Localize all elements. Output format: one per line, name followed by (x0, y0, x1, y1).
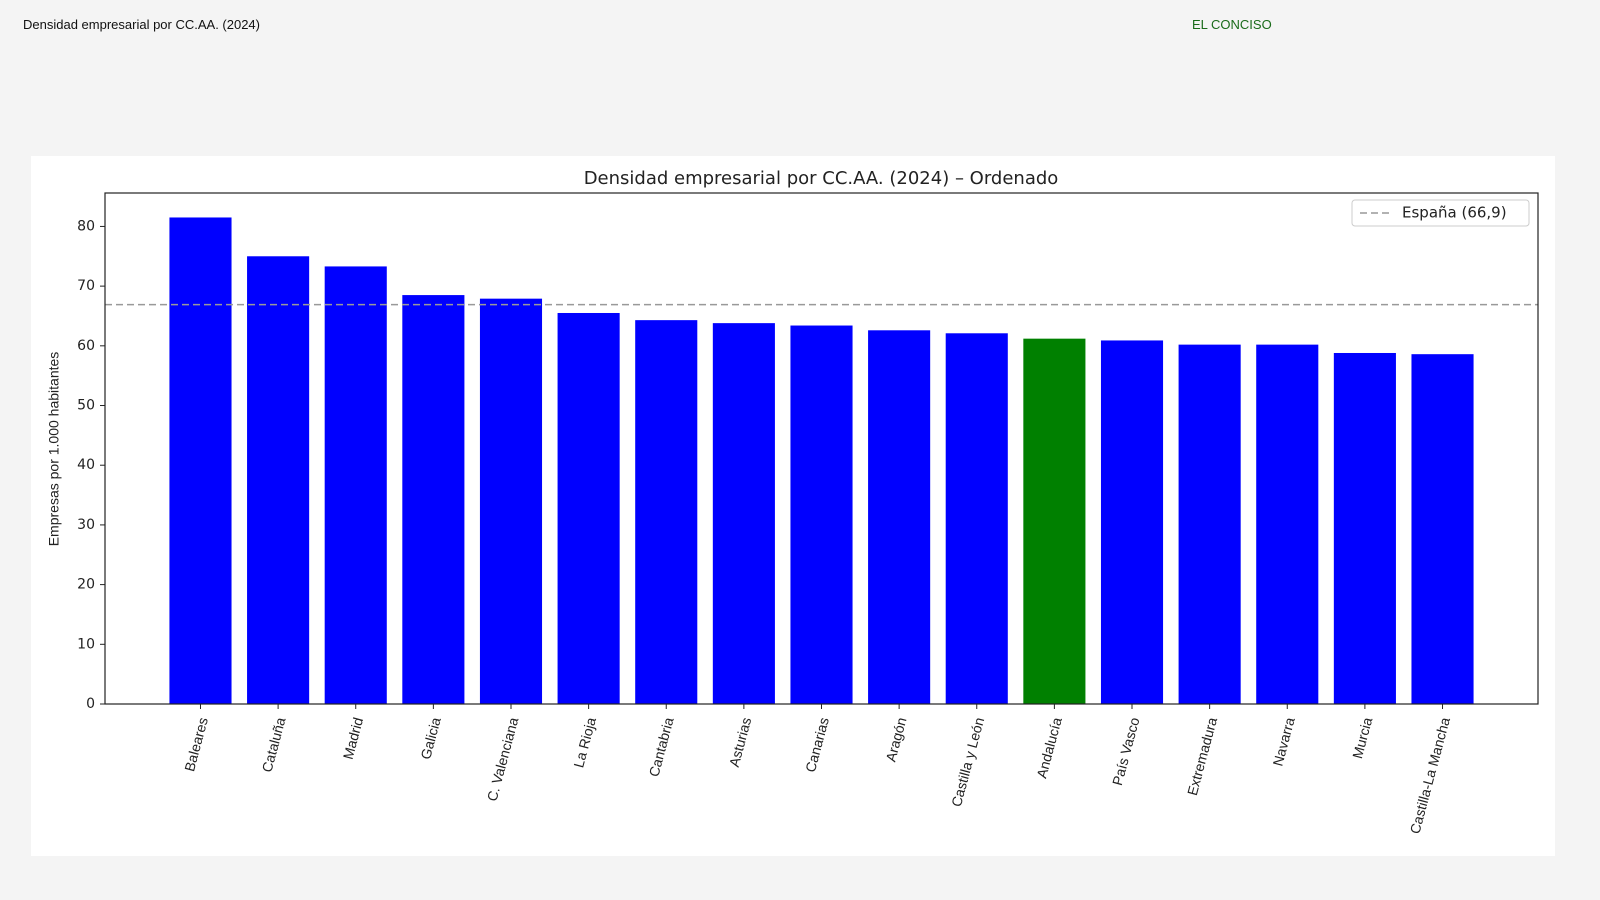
bar (868, 330, 931, 704)
bar (479, 298, 543, 704)
bar (1333, 352, 1396, 704)
y-tick-label: 0 (86, 696, 95, 712)
bar (790, 325, 853, 704)
bar (169, 217, 232, 704)
bar (945, 333, 1008, 704)
bar (1178, 344, 1241, 704)
legend-label: España (66,9) (1402, 204, 1507, 222)
bar (1411, 354, 1474, 704)
y-tick-label: 10 (77, 636, 95, 652)
bar (402, 295, 465, 704)
bar (324, 266, 387, 704)
bar (1100, 340, 1164, 704)
y-tick-label: 20 (77, 577, 95, 593)
bar (557, 312, 620, 704)
y-tick-label: 70 (77, 278, 95, 294)
bar (712, 323, 775, 704)
axes-frame (104, 192, 1539, 705)
chart-title: Densidad empresarial por CC.AA. (2024) –… (584, 168, 1059, 189)
bar (1256, 344, 1319, 704)
y-tick-label: 80 (77, 218, 95, 234)
y-axis-label: Empresas por 1.000 habitantes (46, 352, 62, 547)
bar (1023, 338, 1086, 704)
y-tick-label: 60 (77, 338, 95, 354)
bar (635, 320, 698, 704)
y-tick-label: 30 (77, 517, 95, 533)
y-tick-label: 40 (77, 457, 95, 473)
page-title: Densidad empresarial por CC.AA. (2024) (23, 17, 260, 32)
y-tick-label: 50 (77, 398, 95, 414)
legend-box (1351, 199, 1530, 227)
brand: EL CONCISO (1192, 17, 1272, 32)
bar (247, 256, 310, 704)
